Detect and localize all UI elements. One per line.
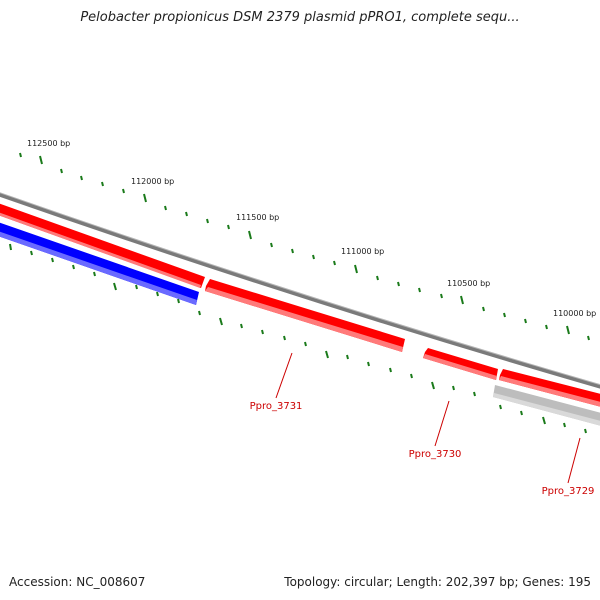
position-label-111000: 111000 bp — [341, 247, 384, 256]
upper-tick — [60, 168, 63, 174]
lower-tick — [304, 341, 307, 347]
upper-tick — [524, 318, 527, 324]
lower-tick-track — [9, 243, 587, 434]
upper-tick — [503, 312, 506, 318]
lower-tick — [520, 410, 523, 416]
upper-tick — [291, 248, 294, 254]
lower-tick — [93, 271, 96, 277]
gene-ppro-3730-shade — [423, 354, 497, 380]
position-label-110000: 110000 bp — [553, 309, 596, 318]
gene-label-ppro-3731[interactable]: Ppro_3731 — [250, 401, 303, 412]
lower-tick — [198, 310, 201, 316]
upper-tick — [312, 254, 315, 260]
upper-tick — [270, 242, 273, 248]
gene-labels: Ppro_3731 Ppro_3730 Ppro_3729 — [250, 401, 595, 497]
upper-tick — [482, 306, 485, 312]
upper-tick — [545, 324, 548, 330]
upper-tick — [143, 193, 147, 203]
position-label-111500: 111500 bp — [236, 213, 279, 222]
lower-tick — [51, 257, 54, 263]
upper-tick — [566, 325, 570, 335]
reverse-gene-shade — [0, 231, 197, 305]
lower-tick — [240, 323, 243, 329]
lower-tick — [177, 298, 180, 304]
upper-tick — [227, 224, 230, 230]
gene-ppro-3729-shade — [499, 376, 600, 407]
lower-tick — [30, 250, 33, 256]
forward-genes — [0, 202, 600, 407]
upper-tick — [164, 205, 167, 211]
position-label-110500: 110500 bp — [447, 279, 490, 288]
lower-tick — [563, 422, 566, 428]
lower-tick — [584, 428, 587, 434]
lower-tick — [261, 329, 264, 335]
lower-tick — [452, 385, 455, 391]
gene-segment[interactable] — [0, 202, 205, 288]
lower-tick — [431, 381, 435, 390]
lower-tick — [410, 373, 413, 379]
lower-tick — [219, 317, 223, 326]
lower-tick — [9, 243, 12, 251]
lower-tick — [156, 291, 159, 297]
lower-tick — [325, 350, 329, 359]
leader-ppro-3729 — [567, 437, 581, 484]
lower-tick — [542, 416, 546, 425]
upper-tick — [418, 287, 421, 293]
lower-tick — [72, 264, 75, 270]
upper-tick — [39, 155, 43, 165]
lower-tick — [473, 391, 476, 397]
backbone-highlight — [0, 192, 600, 386]
lower-tick — [389, 367, 392, 373]
upper-tick — [122, 188, 125, 194]
accession-text: Accession: NC_008607 — [9, 575, 146, 589]
position-label-112000: 112000 bp — [131, 177, 174, 186]
upper-tick — [206, 218, 209, 224]
upper-tick — [101, 181, 104, 187]
map-title: Pelobacter propionicus DSM 2379 plasmid … — [80, 10, 520, 25]
lower-tick — [113, 282, 117, 291]
backbone — [0, 192, 600, 389]
lower-tick — [283, 335, 286, 341]
leader-ppro-3730 — [434, 400, 450, 447]
upper-tick — [397, 281, 400, 287]
gene-segment — [0, 212, 201, 288]
gene-ppro-3731-shade — [205, 287, 403, 352]
upper-tick — [185, 211, 188, 217]
lower-tick — [135, 284, 138, 290]
position-label-112500: 112500 bp — [27, 139, 70, 148]
lower-tick — [346, 354, 349, 360]
leader-ppro-3731 — [275, 352, 293, 399]
upper-tick — [19, 152, 22, 158]
lower-tick — [499, 404, 502, 410]
lower-tick — [367, 361, 370, 367]
upper-tick — [80, 175, 83, 181]
gene-label-leaders — [275, 352, 581, 484]
sequence-summary: Topology: circular; Length: 202,397 bp; … — [284, 575, 591, 589]
gene-label-ppro-3729[interactable]: Ppro_3729 — [542, 486, 595, 497]
position-labels: 112500 bp 112000 bp 111500 bp 111000 bp … — [27, 139, 596, 318]
upper-tick — [587, 335, 590, 341]
upper-tick — [460, 295, 464, 305]
upper-tick — [333, 260, 336, 266]
gene-label-ppro-3730[interactable]: Ppro_3730 — [409, 449, 462, 460]
upper-tick — [354, 264, 358, 274]
upper-tick — [248, 230, 252, 240]
upper-tick-track — [19, 152, 590, 341]
other-gene-shade — [493, 393, 600, 426]
upper-tick — [376, 275, 379, 281]
upper-tick — [440, 293, 443, 299]
